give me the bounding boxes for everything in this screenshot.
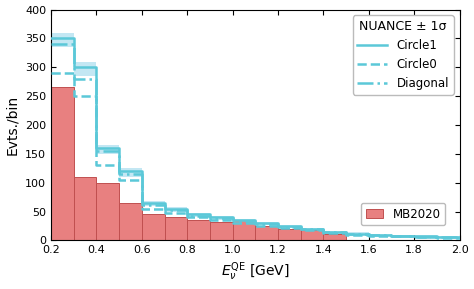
Bar xyxy=(233,220,255,240)
Legend: MB2020: MB2020 xyxy=(361,203,446,225)
Bar xyxy=(255,226,278,240)
Bar xyxy=(301,230,323,240)
Y-axis label: Evts./bin: Evts./bin xyxy=(6,95,19,155)
X-axis label: $E_\nu^{\rm QE}$ [GeV]: $E_\nu^{\rm QE}$ [GeV] xyxy=(221,261,290,284)
Bar xyxy=(278,229,301,240)
Bar xyxy=(210,222,233,240)
Bar xyxy=(119,203,142,240)
Bar xyxy=(323,234,346,240)
Bar xyxy=(164,217,187,240)
Bar xyxy=(97,183,119,240)
Bar xyxy=(74,177,97,240)
Bar xyxy=(187,220,210,240)
Bar xyxy=(51,88,74,240)
Bar xyxy=(142,214,164,240)
